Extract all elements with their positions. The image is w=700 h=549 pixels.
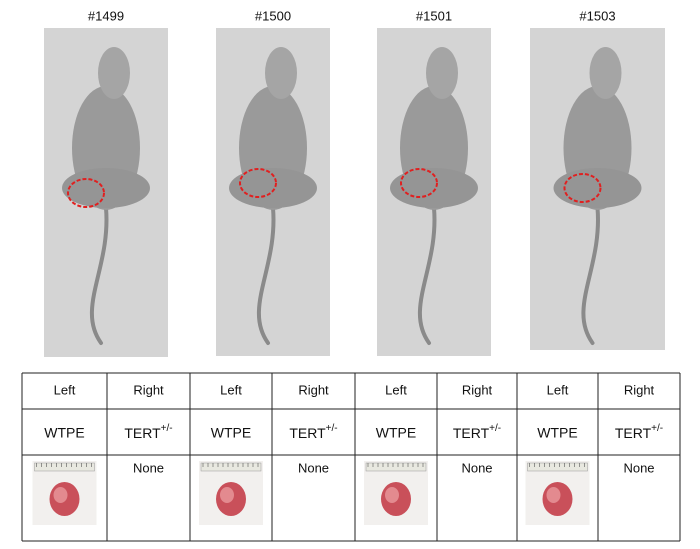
mouse-hip [229, 168, 317, 208]
tumor-outline [563, 173, 602, 203]
mouse-label: #1501 [416, 8, 452, 23]
cell-line: WTPE [376, 425, 416, 441]
cell-line: TERT+/- [453, 423, 501, 441]
tumor-highlight [220, 487, 234, 503]
column-header: Right [624, 382, 655, 397]
cell-line: TERT+/- [289, 423, 337, 441]
ruler [34, 462, 95, 472]
column-header: Left [385, 382, 407, 397]
mouse-label: #1500 [255, 8, 291, 23]
column-header: Left [54, 382, 76, 397]
column-header: Right [462, 382, 493, 397]
mouse-label: #1503 [579, 8, 615, 23]
tumor-highlight [546, 487, 561, 503]
ruler [527, 462, 588, 472]
mouse-tail [581, 206, 600, 345]
tumor-outline [400, 168, 438, 198]
mouse-hip [62, 168, 150, 208]
column-header: Right [298, 382, 329, 397]
mouse-head [589, 47, 622, 99]
tumor-result: None [461, 460, 492, 475]
cell-line-name: TERT [615, 425, 652, 441]
mouse-tail [90, 206, 109, 345]
cell-line: WTPE [44, 425, 84, 441]
column-header: Left [547, 382, 569, 397]
mouse-hip [390, 168, 478, 208]
cell-line-name: TERT [453, 425, 490, 441]
mouse-tail [257, 206, 276, 345]
tumor-outline [67, 178, 105, 208]
cell-line-name: TERT [289, 425, 326, 441]
cell-line-superscript: +/- [326, 423, 338, 434]
mouse-tail [418, 206, 437, 345]
cell-line: WTPE [211, 425, 251, 441]
column-header: Left [220, 382, 242, 397]
tumor-outline [239, 168, 277, 198]
ruler [200, 462, 262, 472]
mouse-head [98, 47, 130, 99]
mouse-head [265, 47, 297, 99]
column-header: Right [133, 382, 164, 397]
tumor-result: None [133, 460, 164, 475]
tumor-result: None [623, 460, 654, 475]
cell-line-superscript: +/- [651, 423, 663, 434]
mouse-label: #1499 [88, 8, 124, 23]
ruler [365, 462, 427, 472]
cell-line-superscript: +/- [489, 423, 501, 434]
cell-line: TERT+/- [124, 423, 172, 441]
cell-line: TERT+/- [615, 423, 663, 441]
tumor-result: None [298, 460, 329, 475]
cell-line: WTPE [537, 425, 577, 441]
mouse-hip [553, 168, 642, 208]
cell-line-name: TERT [124, 425, 161, 441]
mouse-head [426, 47, 458, 99]
tumor-highlight [53, 487, 68, 503]
cell-line-superscript: +/- [161, 423, 173, 434]
tumor-highlight [385, 487, 399, 503]
